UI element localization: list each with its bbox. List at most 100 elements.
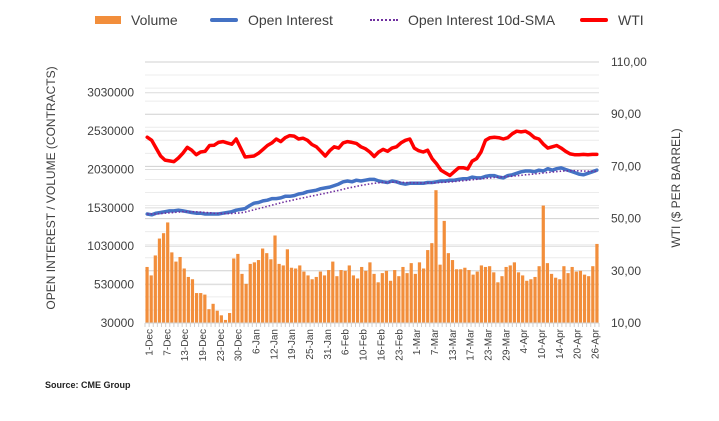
volume-bar: [409, 263, 413, 323]
volume-bar: [434, 190, 438, 323]
volume-bar: [244, 283, 248, 323]
volume-bar: [219, 315, 223, 323]
x-tick-label: 14-Apr: [555, 328, 566, 359]
sma-swatch-icon: [370, 19, 398, 21]
volume-bar: [265, 253, 269, 323]
x-tick-label: 7-Mar: [430, 328, 441, 355]
x-tick-label: 23-Mar: [484, 328, 495, 360]
volume-bar: [512, 262, 517, 323]
volume-bar: [496, 282, 500, 323]
volume-bar: [302, 271, 306, 323]
volume-bar: [401, 266, 405, 323]
y-tick-label: 2030000: [87, 162, 134, 176]
volume-bar: [372, 273, 376, 323]
volume-bar: [459, 269, 463, 323]
volume-bar: [166, 222, 170, 323]
volume-bar: [582, 274, 587, 323]
x-tick-label: 23-Feb: [394, 329, 405, 361]
volume-bar: [413, 273, 417, 323]
volume-bar: [442, 220, 446, 323]
legend-item-volume: Volume: [95, 12, 178, 28]
volume-bar: [525, 280, 529, 323]
x-tick-label: 29-Mar: [501, 328, 512, 360]
volume-bar: [388, 280, 393, 323]
y-tick-label: 2530000: [87, 124, 134, 138]
x-tick-label: 30-Dec: [234, 329, 245, 361]
volume-bar: [153, 255, 157, 323]
legend-label-wti: WTI: [618, 12, 644, 28]
y-axis-left-title: OPEN INTEREST / VOLUME (CONTRACTS): [44, 66, 58, 309]
volume-bar: [421, 268, 426, 323]
volume-bar: [347, 265, 351, 323]
volume-bar: [161, 233, 166, 323]
x-tick-label: 16-Feb: [376, 329, 387, 361]
y-axis-right-title: WTI ($ PER BARREL): [669, 128, 683, 247]
volume-bar: [500, 276, 504, 323]
volume-bar: [541, 205, 545, 323]
x-tick-label: 1-Mar: [412, 328, 423, 355]
volume-bar: [504, 266, 508, 323]
volume-bar: [467, 270, 471, 323]
volume-bar: [446, 253, 450, 323]
volume-bar: [554, 277, 558, 323]
volume-bar: [488, 266, 492, 323]
volume-bar: [289, 267, 294, 323]
y2-tick-label: 110,00: [611, 55, 647, 69]
chart-legend: Volume Open Interest Open Interest 10d-S…: [0, 12, 719, 32]
x-tick-label: 10-Apr: [537, 328, 548, 359]
legend-item-wti: WTI: [580, 12, 644, 28]
volume-bar: [178, 256, 182, 323]
volume-bar: [405, 273, 409, 323]
volume-bar: [194, 293, 199, 323]
y2-tick-label: 30,00: [611, 264, 641, 278]
x-tick-label: 19-Jan: [287, 329, 298, 360]
volume-bar: [306, 275, 310, 323]
open-interest-sma-line: [147, 169, 597, 215]
x-tick-label: 31-Jan: [323, 329, 334, 360]
volume-bar: [376, 282, 380, 323]
legend-label-sma: Open Interest 10d-SMA: [408, 12, 556, 28]
volume-bar: [273, 235, 277, 323]
volume-bar: [314, 276, 318, 323]
volume-bar: [397, 276, 401, 323]
volume-bar: [318, 271, 323, 323]
volume-bar: [417, 262, 422, 323]
volume-bar: [223, 319, 228, 323]
volume-bar: [521, 275, 525, 323]
legend-label-open-interest: Open Interest: [248, 12, 333, 28]
volume-bar: [240, 273, 244, 323]
volume-bar: [587, 276, 591, 323]
gridlines: [145, 61, 599, 324]
volume-bar: [285, 249, 290, 323]
volume-bar: [327, 270, 331, 323]
volume-bar: [236, 253, 240, 323]
volume-bar: [157, 238, 162, 323]
volume-bar: [203, 294, 207, 323]
volume-bar: [537, 266, 541, 323]
volume-bar: [545, 263, 550, 323]
volume-bar: [298, 265, 302, 323]
volume-bar: [471, 274, 475, 323]
y2-tick-label: 70,00: [611, 159, 641, 173]
open-interest-line: [145, 166, 599, 217]
volume-bar: [529, 279, 533, 323]
volume-bar: [170, 252, 174, 323]
volume-bar: [479, 265, 483, 323]
volume-bar: [558, 279, 562, 323]
source-note: Source: CME Group: [45, 380, 131, 390]
volume-bar: [351, 275, 356, 323]
volume-bar: [578, 270, 583, 323]
volume-bar: [310, 279, 314, 323]
volume-bar: [566, 273, 570, 323]
volume-bar: [232, 258, 236, 323]
volume-bar: [533, 276, 537, 323]
wti-line: [145, 129, 599, 178]
volume-bar: [570, 266, 574, 323]
volume-bar: [595, 243, 599, 323]
volume-bar: [331, 261, 335, 323]
volume-bar: [549, 273, 554, 323]
x-tick-label: 19-Dec: [198, 329, 209, 361]
volume-bar: [335, 276, 339, 323]
volume-bar: [277, 263, 281, 323]
